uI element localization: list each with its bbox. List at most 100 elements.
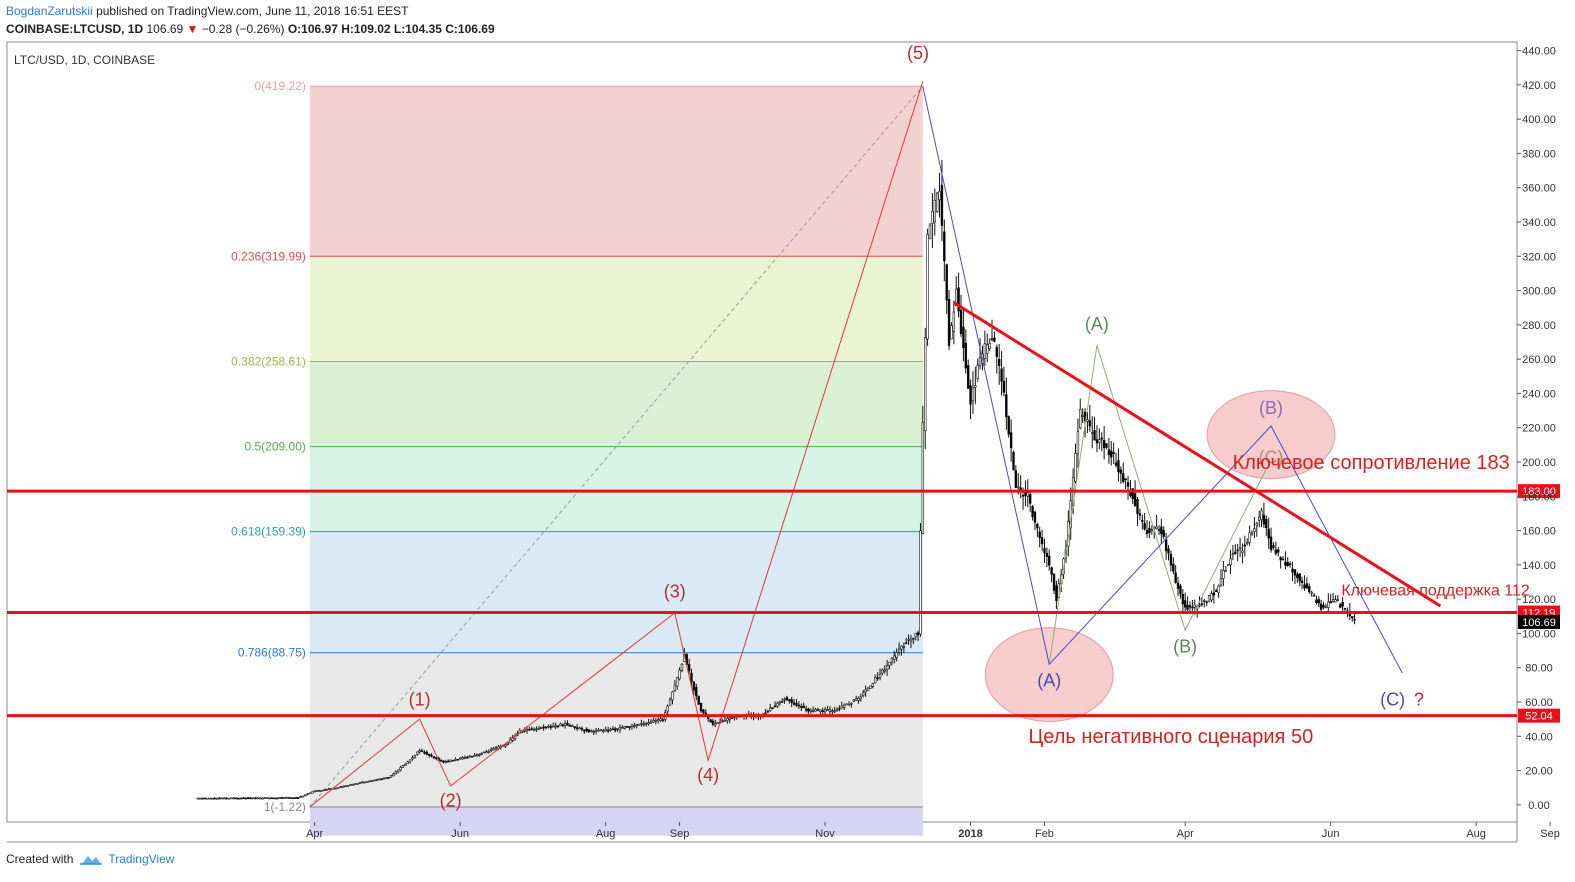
candle <box>1286 562 1289 567</box>
candle <box>788 699 791 702</box>
candle <box>888 661 891 666</box>
candle <box>1219 578 1223 586</box>
y-tick-0: 0.00 <box>1528 800 1549 812</box>
candle <box>315 790 319 792</box>
candle <box>1329 601 1332 604</box>
y-tick-4: 80.00 <box>1525 663 1553 675</box>
candle <box>447 760 450 763</box>
candle <box>797 704 801 707</box>
tradingview-link[interactable]: TradingView <box>79 852 174 866</box>
candle <box>270 797 274 800</box>
candle <box>1021 495 1025 497</box>
candle <box>1258 516 1261 521</box>
candle <box>1119 469 1123 474</box>
candle <box>919 530 922 635</box>
candle <box>468 755 471 758</box>
candle <box>630 724 634 727</box>
candle <box>480 753 483 755</box>
candle <box>1241 550 1244 553</box>
candle <box>1291 568 1294 573</box>
candle <box>1281 558 1285 561</box>
candle <box>494 747 498 750</box>
price-chart[interactable]: LTC/USD, 1D, COINBASE 0(419.22) 0.236(319.… <box>0 0 1575 852</box>
candle <box>1274 549 1278 554</box>
candle <box>1133 493 1137 507</box>
candle <box>613 728 617 731</box>
candle <box>1050 567 1053 575</box>
candle <box>432 756 436 759</box>
candle <box>1231 553 1235 556</box>
candle <box>583 729 586 732</box>
candle <box>795 702 798 706</box>
x-tick-0: Apr <box>306 828 323 840</box>
candle <box>1131 488 1134 500</box>
candle <box>854 698 858 701</box>
candle <box>303 794 307 797</box>
fib-zone-0.618 <box>309 531 923 653</box>
candle <box>1124 478 1127 481</box>
candle <box>943 231 946 262</box>
candle <box>458 757 462 760</box>
candle <box>1296 574 1299 579</box>
candle <box>339 786 343 788</box>
candle <box>1305 583 1309 589</box>
candle <box>313 790 316 793</box>
candle <box>420 750 424 752</box>
candle <box>1122 473 1125 483</box>
candle <box>311 791 314 794</box>
candle <box>1107 449 1111 455</box>
candle <box>1002 380 1006 393</box>
candle <box>730 717 734 719</box>
price-tag-1 <box>1518 484 1560 499</box>
candle <box>876 677 879 680</box>
y-tick-2: 40.00 <box>1525 731 1553 743</box>
candle <box>657 719 660 722</box>
fib-zone-1 <box>309 806 923 836</box>
candle <box>413 755 417 758</box>
candle <box>625 726 629 728</box>
ohlc-values: O:106.97 H:109.02 L:104.35 C:106.69 <box>287 22 495 36</box>
candle <box>1086 419 1089 422</box>
candle <box>928 224 932 240</box>
candle <box>1036 523 1039 529</box>
candle <box>862 692 865 696</box>
candle <box>199 797 202 800</box>
down-arrow-icon: ▼ <box>186 22 199 36</box>
candle <box>554 725 557 728</box>
candle <box>1327 601 1330 608</box>
fib-zone-0 <box>309 86 923 257</box>
candle <box>423 751 426 754</box>
candle <box>358 782 362 784</box>
candle <box>781 700 784 703</box>
candle <box>1193 604 1196 608</box>
candle <box>1167 548 1170 554</box>
candle <box>1224 570 1227 572</box>
impulse-label-2: (2) <box>440 791 462 811</box>
candle <box>482 751 486 754</box>
candle <box>439 760 443 762</box>
candle <box>599 729 603 731</box>
candle <box>1308 586 1311 592</box>
candle <box>1043 548 1046 554</box>
green-correction-line <box>1048 345 1267 665</box>
candle <box>1088 420 1092 427</box>
y-tick-11: 220.00 <box>1522 423 1556 435</box>
impulse-label-1: (1) <box>409 689 431 709</box>
candle <box>1243 544 1247 547</box>
y-tick-3: 60.00 <box>1525 697 1553 709</box>
candle <box>842 705 846 708</box>
candle <box>408 759 412 763</box>
candle <box>633 725 636 728</box>
candle <box>1217 585 1220 594</box>
y-tick-12: 240.00 <box>1522 388 1556 400</box>
author-link[interactable]: BogdanZarutskii <box>6 4 93 18</box>
candle <box>235 797 238 800</box>
fib-zone-0.236 <box>309 256 923 362</box>
candle <box>811 710 815 712</box>
candle <box>978 357 982 367</box>
candle <box>697 696 700 705</box>
candle <box>692 681 696 691</box>
candle <box>1351 616 1354 619</box>
candle <box>916 632 920 636</box>
candle <box>223 797 226 800</box>
